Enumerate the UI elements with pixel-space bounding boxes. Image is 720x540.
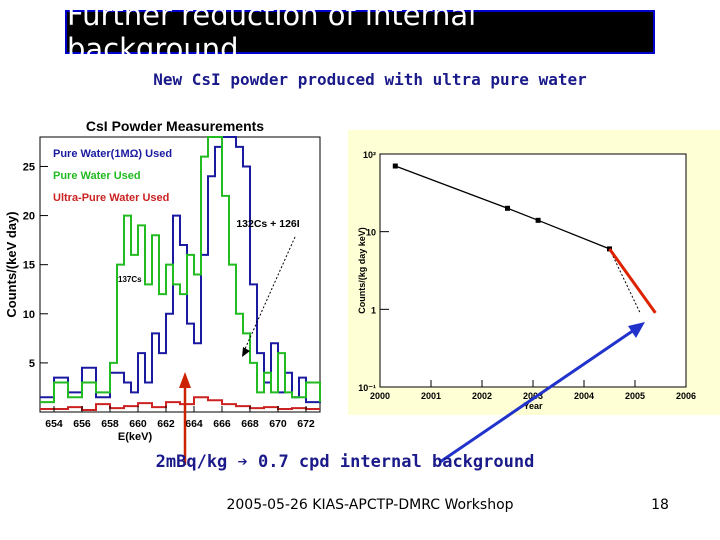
- x-axis-label: Year: [523, 401, 543, 411]
- blue-arrow-line: [439, 328, 635, 464]
- x-tick-label: 672: [297, 418, 315, 430]
- cs137-annotation: 137Cs: [118, 275, 142, 284]
- peak-annotation-line: [244, 236, 296, 350]
- plot-frame: [39, 136, 321, 413]
- x-tick-label: 2004: [574, 391, 594, 401]
- y-tick-label: 1: [371, 305, 376, 315]
- y-tick-label: 25: [23, 161, 35, 173]
- y-tick-label: 10⁻¹: [358, 383, 376, 393]
- series-line: [395, 165, 610, 250]
- y-tick-label: 5: [29, 358, 35, 370]
- y-tick-label: 15: [23, 260, 35, 272]
- data-point: [607, 246, 612, 252]
- x-tick-label: 660: [129, 418, 147, 430]
- slide-title: Further reduction of internal background: [67, 0, 477, 66]
- series-line-3: [40, 396, 320, 412]
- y-tick-label: 20: [23, 211, 35, 223]
- x-tick-label: 668: [241, 418, 259, 430]
- conclusion-text: 2mBq/kg ➔ 0.7 cpd internal background: [155, 452, 535, 472]
- red-arrowhead: [179, 372, 191, 388]
- x-tick-label: 664: [185, 418, 203, 430]
- footer-text: 2005-05-26 KIAS-APCTP-DMRC Workshop: [226, 497, 514, 513]
- red-extrapolation: [608, 248, 657, 314]
- x-tick-label: 670: [269, 418, 287, 430]
- y-axis-label: Counts/(kg day keV): [357, 227, 367, 314]
- series-line-1: [40, 136, 321, 404]
- legend-entry: Pure Water Used: [53, 170, 141, 182]
- x-tick-label: 656: [73, 418, 91, 430]
- y-axis-label: Counts/(keV day): [4, 211, 19, 317]
- plot-frame: [379, 153, 687, 388]
- csi-powder-chart: 654 656 658 660 662 664 666 668 670 672 5 10 15 20 25 C…: [4, 118, 321, 443]
- x-tick-label: 2003: [523, 391, 543, 401]
- y-tick-label: 10²: [363, 150, 376, 160]
- peak-annotation: 132Cs + 126I: [236, 218, 299, 230]
- page-number: 18: [651, 497, 669, 513]
- x-tick-label: 2000: [370, 391, 390, 401]
- x-tick-label: 658: [101, 418, 119, 430]
- series-line-2: [40, 136, 321, 404]
- x-tick-label: 654: [45, 418, 63, 430]
- data-point: [392, 163, 398, 169]
- data-point: [505, 205, 510, 211]
- legend-entry: Pure Water(1MΩ) Used: [53, 148, 172, 160]
- x-tick-label: 666: [213, 418, 231, 430]
- x-tick-label: 2006: [676, 391, 696, 401]
- slide-title-box: Further reduction of internal background: [65, 0, 655, 66]
- x-tick-label: 2002: [472, 391, 492, 401]
- blue-arrowhead: [628, 322, 645, 338]
- x-tick-label: 2005: [625, 391, 645, 401]
- peak-annotation-arrowhead: [242, 347, 250, 357]
- x-axis-label: E(keV): [118, 431, 153, 443]
- chart-title: CsI Powder Measurements: [86, 118, 264, 134]
- y-tick-label: 10: [23, 309, 35, 321]
- x-tick-label: 2001: [421, 391, 441, 401]
- data-point: [535, 217, 541, 223]
- x-tick-label: 662: [157, 418, 175, 430]
- slide-subtitle: New CsI powder produced with ultra pure …: [153, 70, 587, 89]
- legend-entry: Ultra-Pure Water Used: [53, 192, 169, 204]
- y-tick-label: 10: [366, 228, 376, 238]
- background-history-chart: 2000 2001 2002 2003 2004 2005 2006 10⁻¹ 1 10 10² Ye…: [348, 130, 720, 415]
